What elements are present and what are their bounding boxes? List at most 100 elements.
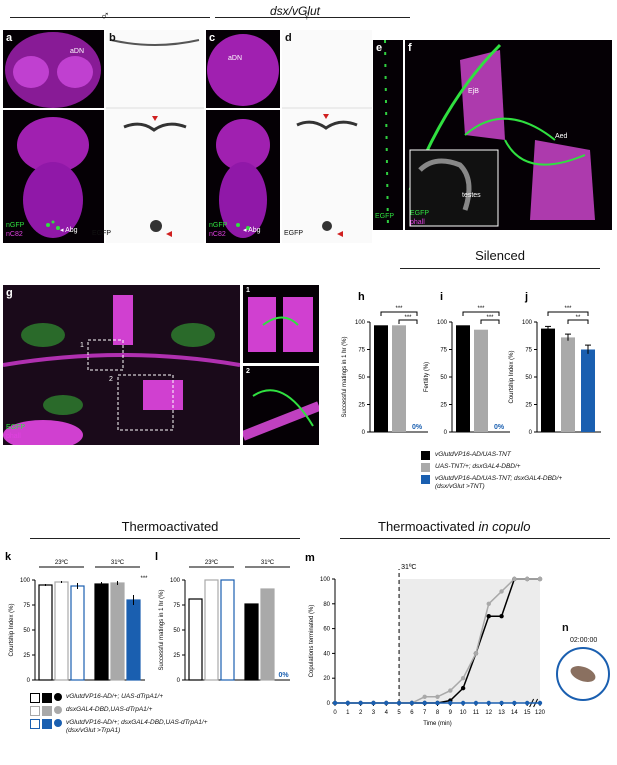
m-shaded-region (399, 579, 540, 703)
m-point (422, 700, 427, 706)
m-point (499, 614, 504, 619)
j-sig-bracket-inner (567, 319, 589, 324)
l-group1-label: 23ºC (205, 559, 219, 566)
legend-swatch (30, 719, 62, 729)
j-bar (561, 337, 575, 432)
k-bar (94, 583, 109, 681)
m-point (435, 694, 440, 699)
k-bar (126, 599, 141, 681)
panel-f-egfp: EGFP (410, 210, 430, 217)
l-ytick-label: 100 (170, 578, 181, 584)
l-bar (188, 598, 203, 681)
legend-text: vGlutdVP16-AD/UAS-TNT; dsxGAL4-DBD/+ (dsx… (435, 475, 563, 490)
h-ytick-label: 100 (355, 320, 366, 326)
m-point (460, 685, 466, 691)
legend-swatch-dot (54, 706, 62, 714)
m-xtick-label: 15 (524, 710, 531, 716)
k-bar (110, 582, 125, 681)
legend-swatch (421, 451, 430, 460)
panel-c-abg: ◂ Abg (243, 227, 261, 234)
m-xtick-label: 7 (423, 710, 427, 716)
l-ytick-label: 25 (173, 653, 180, 659)
m-point (524, 700, 530, 706)
panel-g-inset1 (243, 285, 319, 363)
legend-swatch-open (30, 706, 40, 716)
j-letter: j (524, 291, 528, 303)
l-ytick-label: 75 (173, 603, 180, 609)
m-xtick-label: 120 (535, 710, 546, 716)
h-ytick-label: 75 (358, 348, 365, 354)
j-ytick-label: 0 (529, 430, 533, 436)
panel-n-letter: n (562, 622, 569, 634)
panel-g-letter: g (6, 287, 13, 299)
legend-swatch-filled (42, 719, 52, 729)
legend-thermo-item: vGlutdVP16-AD/+; UAS-dTrpA1/+ (30, 693, 310, 703)
legend-text: dsxGAL4-DBD,UAS-dTrpA1/+ (66, 706, 153, 713)
i-sig-bracket-inner (480, 319, 500, 324)
i-ytick-label: 50 (440, 375, 447, 381)
panel-g-phall: phall (6, 433, 21, 440)
m-point (396, 700, 402, 706)
legend-subtext: (dsx/vGlut >TrpA1) (66, 727, 121, 734)
m-point (448, 700, 453, 706)
h-letter: h (358, 291, 365, 303)
legend-swatch-open (30, 719, 40, 729)
m-xtick-label: 11 (473, 710, 480, 716)
m-xtick-label: 5 (397, 710, 401, 716)
h-zero-label: 0% (412, 424, 423, 431)
m-xtick-label: 6 (410, 710, 414, 716)
panel-f-image (405, 40, 612, 230)
legend-swatch-filled (42, 693, 52, 703)
k-ytick-label: 25 (23, 653, 30, 659)
m-ylabel: Copulations terminated (%) (309, 605, 315, 678)
panel-f-ejb: EjB (468, 88, 479, 95)
m-ytick-label: 40 (323, 651, 330, 657)
panel-c-adn: aDN (228, 55, 243, 62)
j-ytick-label: 75 (525, 348, 532, 354)
m-xtick-label: 14 (511, 710, 518, 716)
m-xlabel: Time (min) (423, 721, 451, 727)
m-letter: m (305, 553, 315, 564)
i-ytick-label: 0 (444, 430, 448, 436)
k-ytick-label: 0 (27, 678, 31, 684)
m-xtick-label: 12 (485, 710, 492, 716)
h-ytick-label: 50 (358, 375, 365, 381)
m-point (512, 576, 517, 582)
panel-g-box2: 2 (109, 376, 113, 383)
m-point (422, 694, 427, 699)
m-point (537, 700, 543, 706)
k-sig: *** (140, 576, 148, 582)
legend-subtext: (dsx/vGlut >TNT) (435, 483, 485, 490)
legend-thermo-item: dsxGAL4-DBD,UAS-dTrpA1/+ (30, 706, 310, 716)
panel-c-ngfp: nGFP (209, 222, 228, 229)
panel-a-adn: aDN (70, 48, 85, 55)
k-ytick-label: 100 (20, 578, 31, 584)
legend-silenced-item: UAS-TNT/+; dsxGAL4-DBD/+ (421, 463, 611, 472)
legend-text: vGlutdVP16-AD/UAS-TNT (435, 451, 511, 458)
legend-thermo: vGlutdVP16-AD/+; UAS-dTrpA1/+ dsxGAL4-DBD… (30, 693, 310, 738)
female-symbol: ♀ (302, 8, 312, 23)
panel-f-aed: Aed (555, 133, 568, 140)
m-point (486, 700, 491, 706)
panel-n-circle (556, 647, 610, 701)
panel-a-letter: a (6, 32, 13, 44)
panel-n-time: 02:00:00 (570, 637, 598, 644)
h-ytick-label: 0 (362, 430, 366, 436)
m-ytick-label: 60 (323, 627, 330, 633)
legend-text: vGlutdVP16-AD/+; UAS-dTrpA1/+ (66, 693, 164, 700)
header-thermo: Thermoactivated (121, 519, 219, 534)
k-ytick-label: 75 (23, 603, 30, 609)
j-sig-outer: *** (564, 306, 572, 312)
m-point (409, 700, 415, 706)
k-ylabel: Courtship Index (%) (9, 603, 15, 656)
legend-text: vGlutdVP16-AD/+; dsxGAL4-DBD,UAS-dTrpA1/… (66, 719, 208, 734)
h-sig-inner: *** (404, 315, 412, 321)
m-xtick-label: 4 (385, 710, 389, 716)
l-group2-label: 31ºC (261, 559, 275, 566)
l-bar (244, 603, 259, 681)
legend-text: UAS-TNT/+; dsxGAL4-DBD/+ (435, 463, 521, 470)
chart-h: h 0 25 50 75 100 Successful matings in 1 hr (%… (342, 291, 428, 436)
l-zero-label: 0% (278, 672, 289, 679)
m-point (486, 601, 491, 606)
